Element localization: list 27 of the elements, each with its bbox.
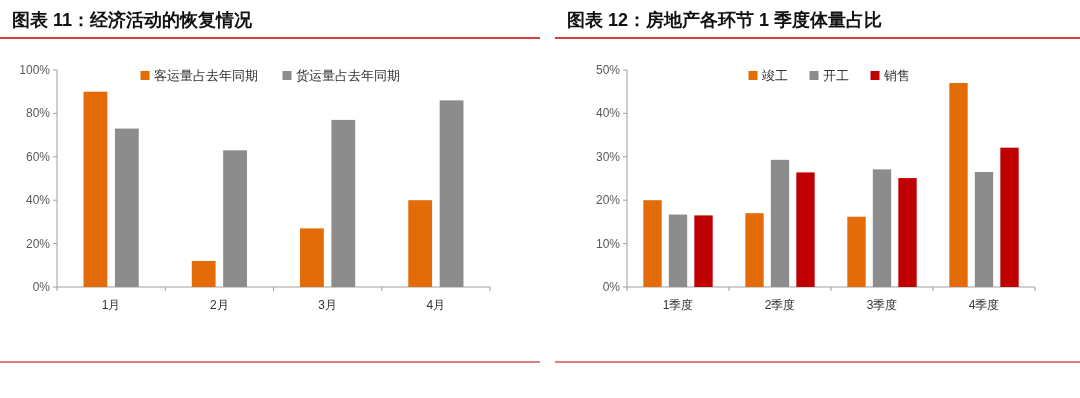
legend-label: 客运量占去年同期 <box>153 68 258 83</box>
legend-label: 开工 <box>822 68 849 83</box>
y-tick-label: 80% <box>25 106 51 121</box>
legend-label: 货运量占去年同期 <box>295 68 400 83</box>
y-tick-label: 40% <box>25 193 51 208</box>
x-tick-label: 2月 <box>210 298 229 312</box>
y-tick-label: 0% <box>602 280 621 294</box>
x-tick-label: 1月 <box>101 298 121 312</box>
x-tick-label: 4月 <box>426 298 446 312</box>
y-tick-label: 10% <box>595 236 621 251</box>
x-tick-label: 1季度 <box>662 298 694 312</box>
chart-title: 图表 12：房地产各环节 1 季度体量占比 <box>567 10 883 30</box>
y-tick-label: 20% <box>595 193 621 208</box>
x-tick-label: 3季度 <box>866 298 898 312</box>
y-tick-label: 40% <box>595 106 621 121</box>
y-tick-label: 50% <box>595 63 621 77</box>
legend-label: 销售 <box>882 68 910 83</box>
y-tick-label: 100% <box>19 63 51 77</box>
x-tick-label: 4季度 <box>968 298 1000 312</box>
legend-label: 竣工 <box>761 68 788 83</box>
chart-title: 图表 11：经济活动的恢复情况 <box>12 10 254 30</box>
x-tick-label: 3月 <box>318 298 337 312</box>
y-tick-label: 60% <box>25 149 51 164</box>
y-tick-label: 0% <box>32 280 51 294</box>
x-tick-label: 2季度 <box>764 298 796 312</box>
y-tick-label: 30% <box>595 149 621 164</box>
y-tick-label: 20% <box>25 236 51 251</box>
